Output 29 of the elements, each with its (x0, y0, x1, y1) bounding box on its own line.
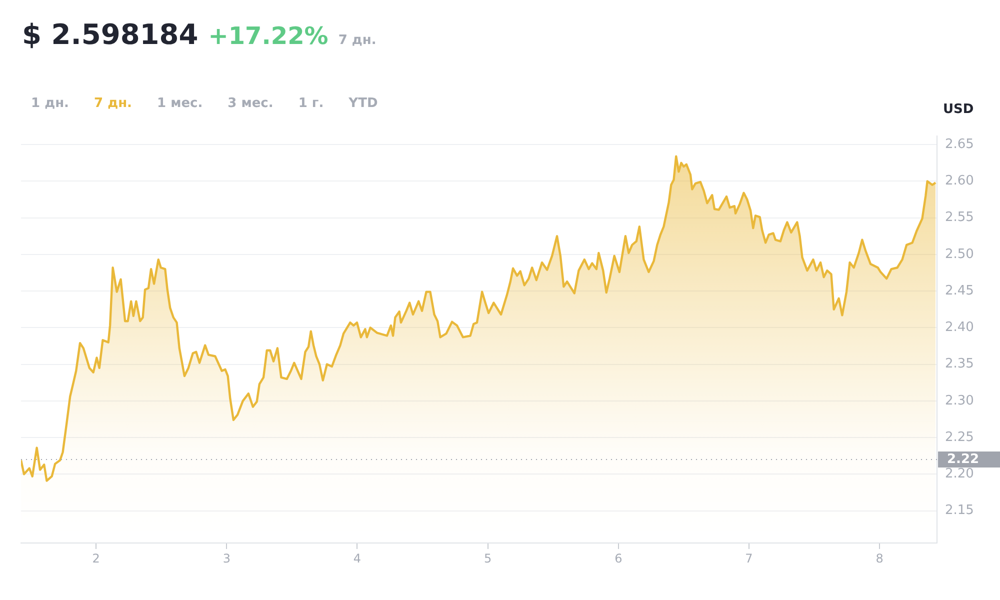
x-tick-label: 5 (484, 551, 492, 566)
y-tick-label: 2.60 (945, 174, 974, 189)
y-tick-label: 2.40 (945, 320, 974, 336)
x-tick-label: 2 (92, 551, 100, 566)
text: 1 дн. (31, 96, 69, 111)
y-tick-label: 2.65 (945, 136, 974, 152)
text: 3 мес. (228, 96, 274, 111)
y-tick-label: 2.35 (945, 356, 974, 372)
y-tick-label: 2.30 (945, 393, 974, 408)
y-axis-title: USD (943, 102, 974, 117)
y-tick-label: 2.20 (945, 466, 974, 482)
text: 1 мес. (157, 96, 203, 111)
ref-line-label: 2.22 (947, 452, 980, 467)
y-tick-label: 2.15 (945, 503, 974, 518)
chart-subtitle: +17.22% (208, 22, 328, 50)
x-tick-label: 6 (614, 551, 622, 566)
x-tick-label: 8 (876, 551, 884, 566)
y-tick-label: 2.25 (945, 430, 974, 445)
text: 7 дн. (338, 33, 376, 48)
y-tick-label: 2.50 (945, 246, 974, 262)
y-tick-label: 2.45 (945, 283, 974, 298)
x-tick-label: 7 (745, 551, 753, 566)
chart-title: $ 2.598184 (22, 18, 198, 51)
x-tick-label: 4 (353, 551, 362, 566)
y-tick-label: 2.55 (945, 210, 974, 226)
text: 1 г. (298, 96, 324, 111)
text: YTD (348, 96, 378, 111)
x-tick-label: 3 (222, 551, 230, 566)
text: 7 дн. (94, 96, 132, 111)
